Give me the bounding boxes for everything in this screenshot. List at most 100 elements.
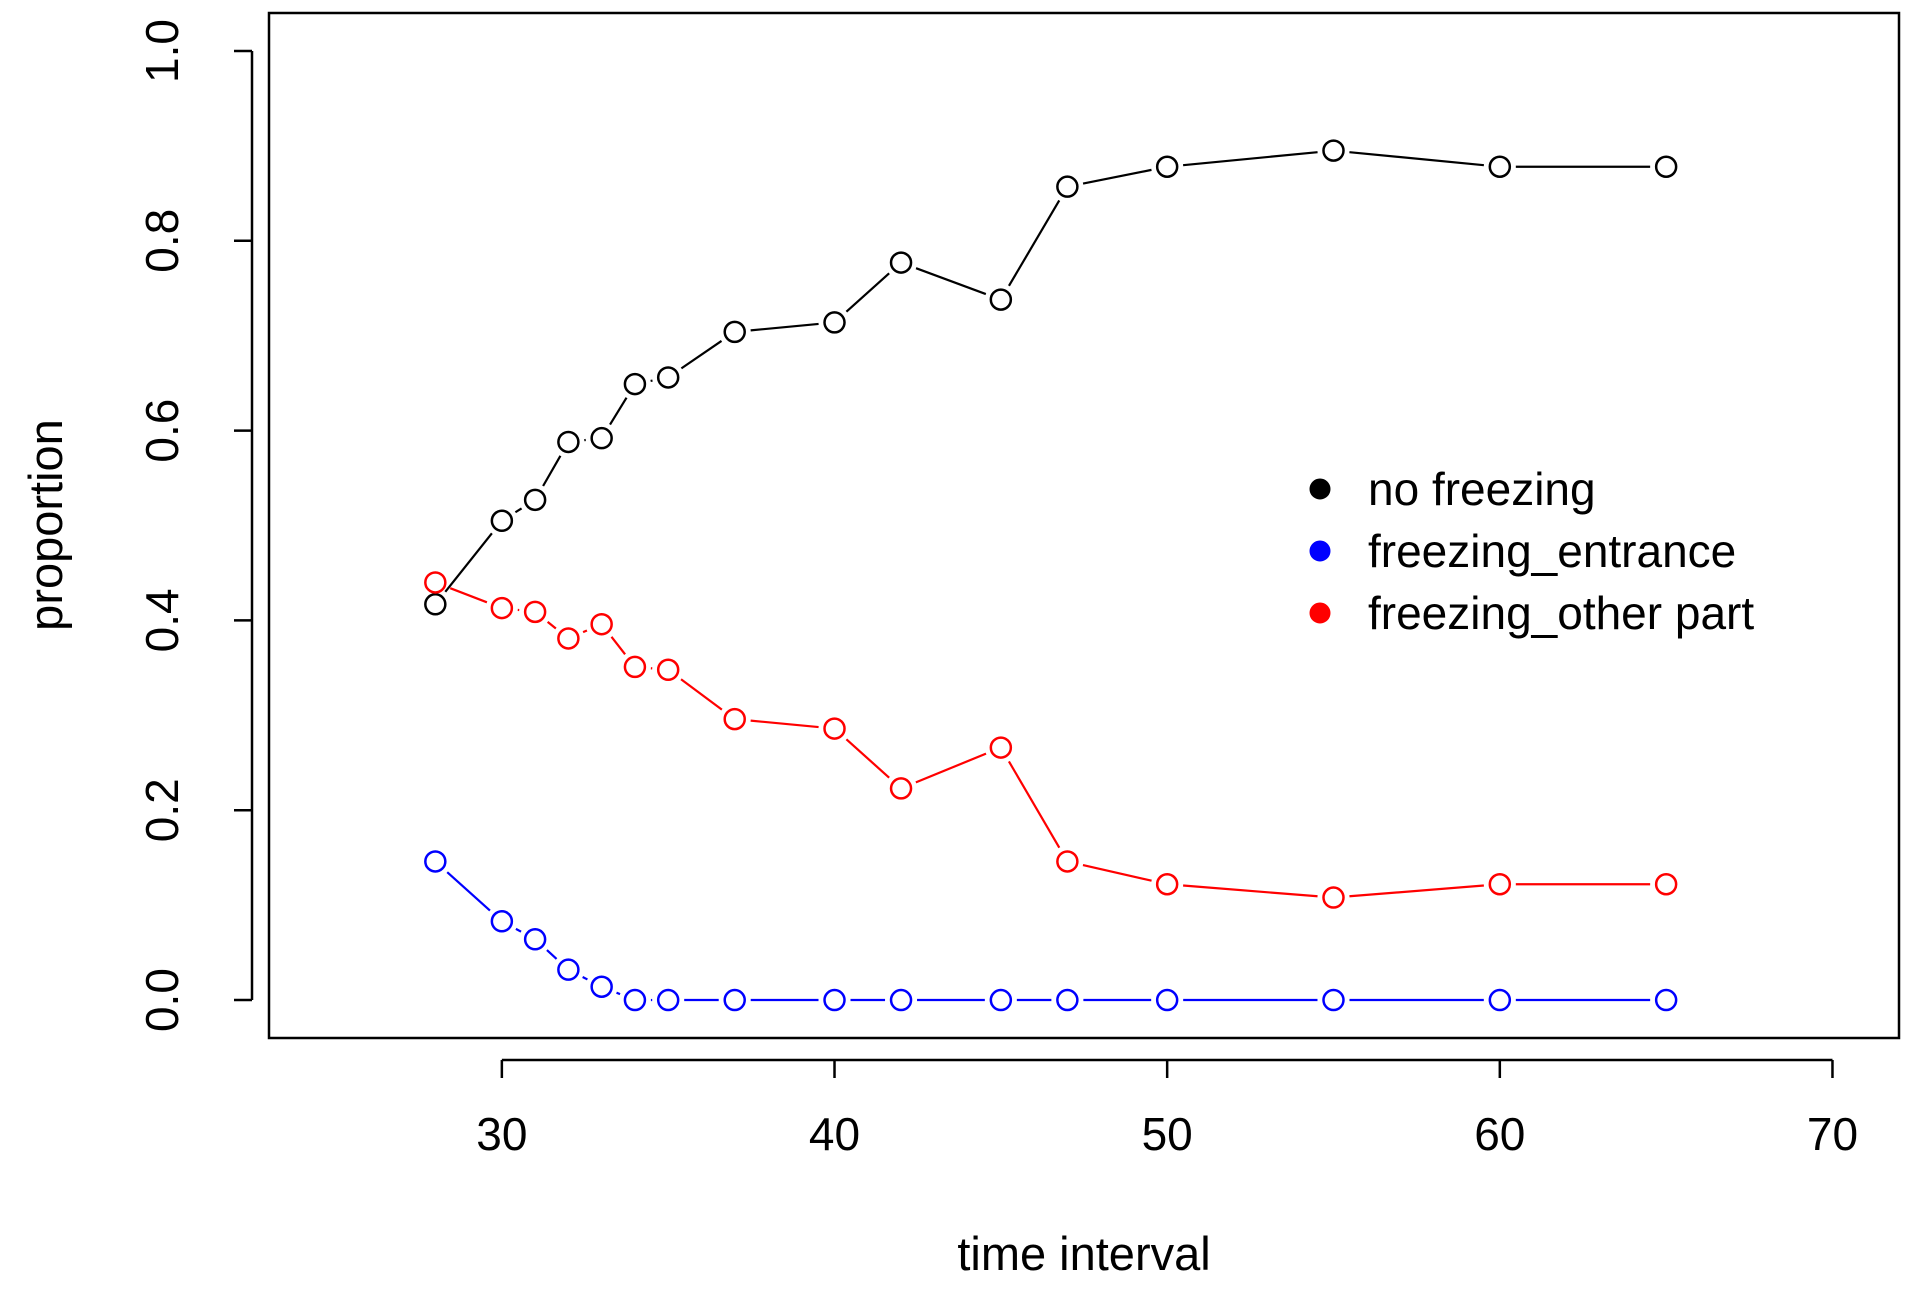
series-segment [915, 267, 987, 296]
x-axis-label: time interval [957, 1227, 1210, 1280]
data-point [557, 430, 580, 454]
data-point [1155, 988, 1179, 1012]
data-point [557, 627, 580, 650]
data-point [523, 600, 547, 624]
y-tick-label: 0.2 [136, 778, 188, 842]
data-point [1488, 155, 1512, 178]
data-point [1654, 155, 1678, 178]
data-point [656, 366, 680, 389]
legend-label: freezing_entrance [1368, 525, 1736, 577]
series-segment [542, 455, 562, 487]
series-segment [616, 991, 621, 996]
data-point [1488, 873, 1512, 896]
series-segment [1183, 884, 1318, 898]
series-segment [1082, 863, 1152, 882]
data-point [989, 988, 1013, 1012]
y-tick-label: 0.0 [136, 968, 188, 1032]
y-tick-label: 1.0 [136, 19, 188, 83]
data-point [1654, 988, 1678, 1012]
data-point [723, 707, 746, 731]
series-segment [515, 927, 522, 933]
series-segment [582, 975, 588, 981]
data-point [823, 988, 846, 1012]
data-point [490, 509, 514, 533]
legend-label: no freezing [1368, 463, 1596, 515]
series-segment [610, 636, 626, 655]
data-point [889, 988, 913, 1012]
series-segment [845, 738, 890, 779]
series-segment [444, 532, 493, 593]
data-point [523, 488, 547, 512]
data-point [1056, 850, 1079, 873]
series-segment [915, 752, 987, 784]
series-segment [1349, 151, 1484, 167]
series-layer [424, 139, 1678, 1012]
legend-label: freezing_other part [1368, 587, 1754, 639]
x-axis: 30 40 50 60 70 [476, 1058, 1858, 1160]
data-point [424, 850, 447, 873]
y-tick-label: 0.8 [136, 209, 188, 273]
series-freezing-entrance [424, 850, 1678, 1012]
legend-marker [1309, 540, 1331, 562]
series-segment [546, 949, 558, 960]
legend: no freezing freezing_entrance freezing_oth… [1309, 463, 1754, 639]
data-point [1322, 139, 1345, 162]
data-point [623, 372, 647, 396]
data-point [523, 928, 547, 951]
data-point [557, 958, 580, 981]
data-point [1322, 988, 1345, 1012]
data-point [590, 426, 613, 450]
x-tick-label: 60 [1474, 1108, 1525, 1160]
data-point [1155, 155, 1179, 178]
x-tick-label: 70 [1807, 1108, 1858, 1160]
y-axis-label: proportion [19, 419, 72, 631]
data-point [989, 736, 1013, 759]
data-point [490, 596, 514, 620]
data-point [1322, 886, 1345, 909]
series-segment [1008, 199, 1061, 287]
series-segment [750, 719, 819, 729]
x-tick-label: 40 [809, 1108, 860, 1160]
data-point [1056, 988, 1079, 1012]
x-tick-label: 30 [476, 1108, 527, 1160]
data-point [590, 975, 613, 998]
series-segment [750, 322, 819, 332]
series-segment [446, 871, 491, 912]
x-tick-label: 50 [1142, 1108, 1193, 1160]
data-point [889, 251, 913, 274]
series-segment [449, 587, 488, 604]
y-tick-label: 0.4 [136, 588, 188, 652]
legend-marker [1309, 602, 1331, 624]
series-segment [609, 397, 628, 426]
series-segment [1182, 151, 1318, 167]
data-point [656, 988, 680, 1012]
y-axis: 0.0 0.2 0.4 0.6 0.8 1.0 [136, 19, 254, 1032]
data-point [1654, 873, 1678, 896]
data-point [490, 910, 514, 933]
series-freezing-other-part [424, 571, 1678, 909]
data-point [623, 988, 647, 1012]
data-point [1155, 873, 1179, 896]
data-point [1488, 988, 1512, 1012]
series-segment [582, 629, 588, 634]
data-point [889, 777, 913, 800]
plot-frame [267, 11, 1901, 1040]
data-point [424, 571, 447, 594]
data-point [1056, 175, 1079, 198]
data-point [656, 658, 680, 682]
series-segment [514, 507, 523, 514]
series-segment [680, 340, 723, 370]
data-point [424, 593, 447, 616]
series-segment [1082, 168, 1152, 185]
data-point [623, 655, 647, 679]
legend-marker [1309, 478, 1331, 500]
series-segment [680, 678, 723, 711]
series-no-freezing [424, 139, 1678, 616]
series-segment [1349, 884, 1484, 898]
y-tick-label: 0.6 [136, 399, 188, 463]
series-segment [845, 272, 890, 313]
series-segment [546, 620, 557, 630]
series-segment [1007, 760, 1061, 849]
data-point [723, 320, 746, 344]
